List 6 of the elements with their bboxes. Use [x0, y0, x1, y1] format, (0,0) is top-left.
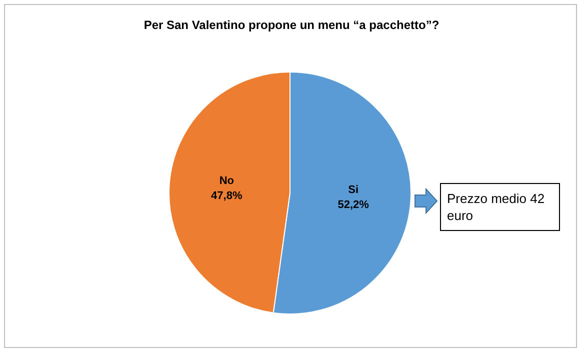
text: Prezzo medio 42 euro	[440, 183, 560, 231]
data-label: 52,2%	[338, 198, 370, 211]
slice-label: No	[219, 175, 234, 188]
chart-title: Per San Valentino propone un menu “a pacchetto”?	[144, 18, 440, 32]
slice-label: Si	[348, 184, 359, 196]
data-label: 47,8%	[211, 190, 242, 202]
